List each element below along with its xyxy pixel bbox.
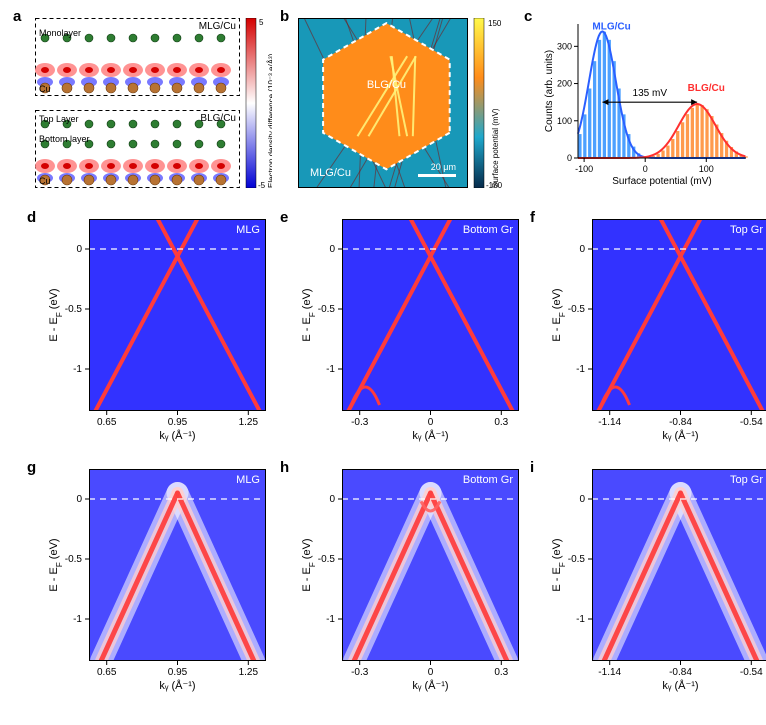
svg-text:E - EF (eV): E - EF (eV) xyxy=(551,538,567,591)
svg-text:E - EF (eV): E - EF (eV) xyxy=(48,288,64,341)
svg-text:0: 0 xyxy=(579,494,585,505)
svg-text:0: 0 xyxy=(76,244,82,255)
panel-d: 0.65 0.95 1.25 0 -0.5 -1 kᵧ (Å⁻¹) E - EF (eV) ML… xyxy=(45,215,270,445)
svg-text:1.25: 1.25 xyxy=(239,417,259,428)
svg-text:5: 5 xyxy=(259,18,264,27)
svg-text:135 mV: 135 mV xyxy=(633,88,668,99)
svg-text:kᵧ (Å⁻¹): kᵧ (Å⁻¹) xyxy=(412,679,448,692)
svg-text:0: 0 xyxy=(567,153,572,163)
svg-text:kᵧ (Å⁻¹): kᵧ (Å⁻¹) xyxy=(159,679,195,692)
svg-text:Monolayer: Monolayer xyxy=(39,28,81,38)
svg-text:MLG/Cu: MLG/Cu xyxy=(592,22,630,33)
svg-text:0.95: 0.95 xyxy=(168,667,188,678)
panel-a: Monolayer Cu MLG/Cu Top Layer Bottom layer Cu… xyxy=(35,18,272,188)
svg-text:Top Layer: Top Layer xyxy=(39,114,79,124)
svg-text:Surface potential (mV): Surface potential (mV) xyxy=(612,176,712,187)
svg-text:200: 200 xyxy=(557,79,572,89)
svg-text:0: 0 xyxy=(428,667,434,678)
svg-text:0: 0 xyxy=(428,417,434,428)
svg-text:0.95: 0.95 xyxy=(168,417,188,428)
svg-text:kᵧ (Å⁻¹): kᵧ (Å⁻¹) xyxy=(412,429,448,442)
svg-text:0.3: 0.3 xyxy=(494,667,508,678)
panel-letter-d: d xyxy=(27,209,36,226)
svg-text:150: 150 xyxy=(488,19,502,28)
panel-letter-f: f xyxy=(530,209,535,226)
svg-text:MLG/Cu: MLG/Cu xyxy=(199,21,236,32)
svg-text:E - EF (eV): E - EF (eV) xyxy=(551,288,567,341)
panel-letter-b: b xyxy=(280,8,289,25)
svg-text:E - EF (eV): E - EF (eV) xyxy=(48,538,64,591)
panel-letter-c: c xyxy=(524,8,532,25)
svg-text:-1: -1 xyxy=(73,614,82,625)
svg-text:0: 0 xyxy=(643,164,648,174)
svg-text:1.25: 1.25 xyxy=(239,667,259,678)
svg-text:-1: -1 xyxy=(73,364,82,375)
svg-text:E - EF (eV): E - EF (eV) xyxy=(301,538,317,591)
svg-text:Bottom Gr: Bottom Gr xyxy=(463,224,513,236)
panel-b: BLG/CuMLG/Cu20 μm150-150Surface potentia… xyxy=(298,18,502,188)
svg-text:BLG/Cu: BLG/Cu xyxy=(688,83,725,94)
panel-c: 135 mVMLG/CuBLG/Cu-10001000100200300Surf… xyxy=(540,18,750,188)
svg-text:BLG/Cu: BLG/Cu xyxy=(200,113,236,124)
svg-text:BLG/Cu: BLG/Cu xyxy=(367,79,406,91)
svg-text:MLG: MLG xyxy=(236,474,260,486)
panel-h: -0.3 0 0.3 0 -0.5 -1 kᵧ (Å⁻¹) E - EF (eV) Bottom… xyxy=(298,465,523,695)
svg-text:Top Gr: Top Gr xyxy=(730,474,763,486)
svg-text:-0.54: -0.54 xyxy=(740,417,763,428)
panel-letter-i: i xyxy=(530,459,534,476)
svg-text:-0.5: -0.5 xyxy=(568,304,586,315)
svg-text:Counts (arb. units): Counts (arb. units) xyxy=(544,50,555,132)
svg-text:100: 100 xyxy=(699,164,714,174)
panel-e: -0.3 0 0.3 0 -0.5 -1 kᵧ (Å⁻¹) E - EF (eV) Bottom… xyxy=(298,215,523,445)
svg-text:-0.5: -0.5 xyxy=(65,304,83,315)
svg-text:-0.3: -0.3 xyxy=(351,667,369,678)
panel-letter-e: e xyxy=(280,209,288,226)
svg-text:0.65: 0.65 xyxy=(97,667,117,678)
svg-text:-0.3: -0.3 xyxy=(351,417,369,428)
svg-text:MLG/Cu: MLG/Cu xyxy=(310,167,351,179)
svg-text:0.65: 0.65 xyxy=(97,417,117,428)
svg-text:Bottom Gr: Bottom Gr xyxy=(463,474,513,486)
svg-text:Surface potential (mV): Surface potential (mV) xyxy=(491,108,500,188)
panel-g: 0.65 0.95 1.25 0 -0.5 -1 kᵧ (Å⁻¹) E - EF (eV) ML… xyxy=(45,465,270,695)
svg-text:-100: -100 xyxy=(575,164,593,174)
svg-text:-0.54: -0.54 xyxy=(740,667,763,678)
svg-text:kᵧ (Å⁻¹): kᵧ (Å⁻¹) xyxy=(662,679,698,692)
svg-text:300: 300 xyxy=(557,41,572,51)
panel-letter-h: h xyxy=(280,459,289,476)
svg-text:-0.84: -0.84 xyxy=(669,667,692,678)
svg-text:0: 0 xyxy=(579,244,585,255)
svg-text:0.3: 0.3 xyxy=(494,417,508,428)
svg-text:100: 100 xyxy=(557,116,572,126)
panel-letter-g: g xyxy=(27,459,36,476)
svg-text:20 μm: 20 μm xyxy=(431,162,456,172)
panel-f: -1.14 -0.84 -0.54 0 -0.5 -1 kᵧ (Å⁻¹) E - EF (eV… xyxy=(548,215,766,445)
svg-text:-0.5: -0.5 xyxy=(568,554,586,565)
svg-text:Cu: Cu xyxy=(39,84,51,94)
panel-letter-a: a xyxy=(13,8,21,25)
svg-text:-1.14: -1.14 xyxy=(598,667,621,678)
svg-text:Electron density difference (1: Electron density difference (10⁻³ e/Å³) xyxy=(267,53,272,188)
svg-text:-0.5: -0.5 xyxy=(318,304,336,315)
svg-text:0: 0 xyxy=(76,494,82,505)
svg-text:MLG: MLG xyxy=(236,224,260,236)
panel-i: -1.14 -0.84 -0.54 0 -0.5 -1 kᵧ (Å⁻¹) E - EF (eV… xyxy=(548,465,766,695)
svg-text:Top Gr: Top Gr xyxy=(730,224,763,236)
svg-text:-1: -1 xyxy=(576,364,585,375)
svg-text:-1: -1 xyxy=(576,614,585,625)
svg-text:-1: -1 xyxy=(326,614,335,625)
svg-text:-1.14: -1.14 xyxy=(598,417,621,428)
svg-text:-0.5: -0.5 xyxy=(318,554,336,565)
svg-text:-5: -5 xyxy=(258,181,266,188)
svg-text:-0.5: -0.5 xyxy=(65,554,83,565)
svg-text:-1: -1 xyxy=(326,364,335,375)
svg-text:Cu: Cu xyxy=(39,176,51,186)
svg-text:0: 0 xyxy=(329,244,335,255)
svg-text:kᵧ (Å⁻¹): kᵧ (Å⁻¹) xyxy=(159,429,195,442)
svg-text:-0.84: -0.84 xyxy=(669,417,692,428)
svg-text:0: 0 xyxy=(329,494,335,505)
svg-text:kᵧ (Å⁻¹): kᵧ (Å⁻¹) xyxy=(662,429,698,442)
svg-text:E - EF (eV): E - EF (eV) xyxy=(301,288,317,341)
svg-text:Bottom layer: Bottom layer xyxy=(39,134,90,144)
